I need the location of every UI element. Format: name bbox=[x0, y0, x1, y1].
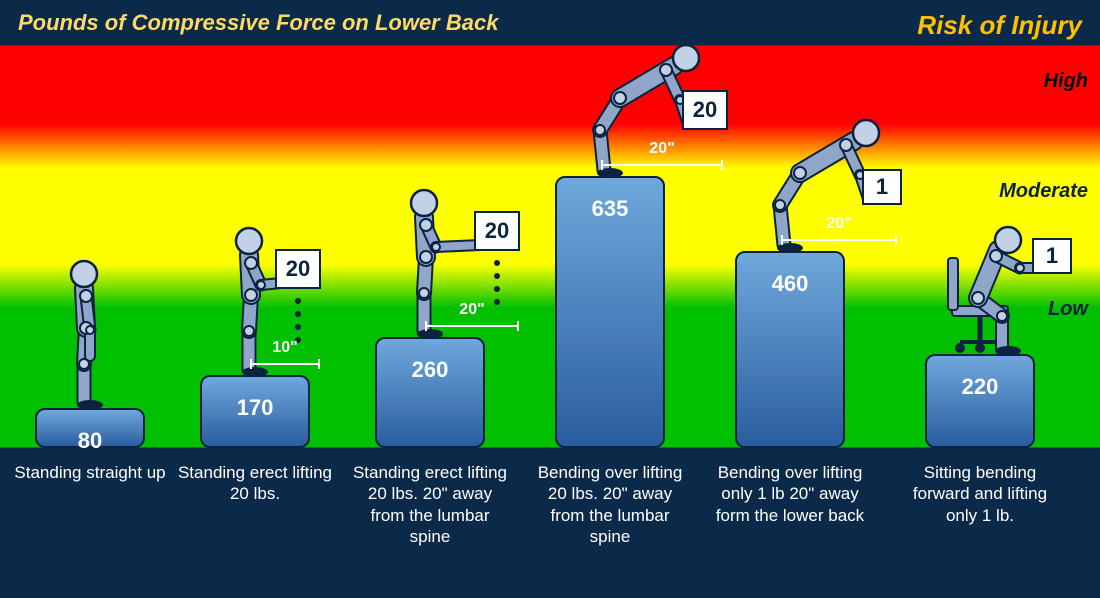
bar-value: 170 bbox=[237, 395, 274, 421]
force-bar-standing-lift-10: 170 bbox=[200, 375, 310, 448]
title-right: Risk of Injury bbox=[917, 10, 1082, 41]
posture-caption-bending-20: Bending over lifting 20 lbs. 20" away fr… bbox=[530, 462, 690, 547]
weight-box-label: 1 bbox=[876, 174, 888, 200]
force-bar-bending-20: 635 bbox=[555, 176, 665, 448]
weight-box-label: 20 bbox=[485, 218, 509, 244]
dimension-bracket bbox=[424, 319, 520, 333]
posture-caption-bending-1: Bending over lifting only 1 lb 20" away … bbox=[710, 462, 870, 526]
dimension-bracket bbox=[249, 357, 321, 371]
weight-box-bending-1: 1 bbox=[862, 169, 902, 205]
posture-caption-standing-lift-10: Standing erect lifting 20 lbs. bbox=[175, 462, 335, 505]
dimension-label-bending-20: 20" bbox=[600, 140, 724, 158]
weight-box-label: 20 bbox=[286, 256, 310, 282]
bar-value: 80 bbox=[78, 428, 102, 454]
chart-area: 80 Standing straight up 170 Standing erect … bbox=[0, 0, 1100, 598]
weight-box-label: 1 bbox=[1046, 243, 1058, 269]
weight-box-standing-lift-10: 20 bbox=[275, 249, 321, 289]
dimension-bracket bbox=[780, 233, 898, 247]
weight-box-label: 20 bbox=[693, 97, 717, 123]
posture-caption-standing: Standing straight up bbox=[10, 462, 170, 483]
dimension-bracket-standing-lift-20 bbox=[424, 319, 520, 338]
title-left: Pounds of Compressive Force on Lower Bac… bbox=[18, 10, 498, 41]
posture-caption-standing-lift-20: Standing erect lifting 20 lbs. 20" away … bbox=[350, 462, 510, 547]
bar-value: 220 bbox=[962, 374, 999, 400]
bar-value: 460 bbox=[772, 271, 809, 297]
bar-value: 260 bbox=[412, 357, 449, 383]
header: Pounds of Compressive Force on Lower Bac… bbox=[0, 0, 1100, 47]
risk-label-high: High bbox=[1044, 70, 1088, 93]
dimension-bracket-bending-1 bbox=[780, 233, 898, 252]
force-bar-standing: 80 bbox=[35, 408, 145, 448]
dimension-bracket bbox=[600, 158, 724, 172]
weight-box-standing-lift-20: 20 bbox=[474, 211, 520, 251]
figure-standing bbox=[40, 252, 130, 412]
dimension-label-bending-1: 20" bbox=[780, 215, 898, 233]
force-bar-standing-lift-20: 260 bbox=[375, 337, 485, 448]
bar-value: 635 bbox=[592, 196, 629, 222]
figure-sitting bbox=[942, 198, 1072, 358]
force-bar-sitting: 220 bbox=[925, 354, 1035, 448]
posture-caption-sitting: Sitting bending forward and lifting only… bbox=[900, 462, 1060, 526]
force-bar-bending-1: 460 bbox=[735, 251, 845, 448]
risk-label-moderate: Moderate bbox=[999, 180, 1088, 203]
weight-box-sitting: 1 bbox=[1032, 238, 1072, 274]
risk-label-low: Low bbox=[1048, 298, 1088, 321]
weight-box-bending-20: 20 bbox=[682, 90, 728, 130]
dimension-label-standing-lift-20: 20" bbox=[424, 301, 520, 319]
dimension-label-standing-lift-10: 10" bbox=[249, 339, 321, 357]
dimension-bracket-standing-lift-10 bbox=[249, 357, 321, 376]
dimension-bracket-bending-20 bbox=[600, 158, 724, 177]
